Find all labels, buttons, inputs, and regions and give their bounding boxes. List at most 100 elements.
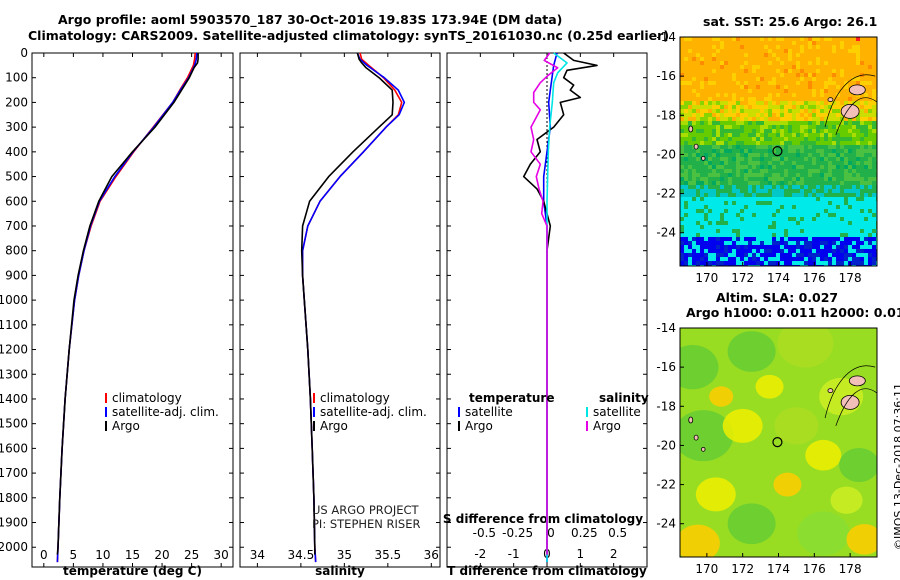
sst-map-cell [704,89,709,94]
sst-map-cell [804,189,809,194]
sst-map-cell [744,65,749,70]
sst-map-cell [784,217,789,222]
sst-map-cell [816,45,821,50]
sst-map-cell [708,161,713,166]
sst-map-cell [820,121,825,126]
sst-map-cell [796,185,801,190]
sst-map-cell [704,209,709,214]
sst-map-cell [828,129,833,134]
sst-map-cell [688,177,693,182]
sst-map-cell [744,201,749,206]
sal-legend-label: climatology [320,391,390,405]
sst-map-cell [700,57,705,62]
sst-map-cell [852,121,857,126]
sst-map-cell [812,133,817,138]
sst-map-cell [800,257,805,262]
sst-map-cell [684,145,689,150]
sst-map-cell [872,61,877,66]
sst-map-cell [816,141,821,146]
sst-map-cell [844,221,849,226]
sst-map-cell [692,261,697,266]
sst-map-cell [828,157,833,162]
sst-map-cell [696,73,701,78]
sst-map-cell [692,257,697,262]
sst-map-cell [848,217,853,222]
sst-map-cell [740,197,745,202]
sst-map-cell [828,133,833,138]
sst-map-cell [816,69,821,74]
sst-map-cell [740,129,745,134]
sst-map-cell [792,89,797,94]
sst-map-cell [728,173,733,178]
sst-map-xtick-label: 178 [839,271,862,285]
sst-map-cell [840,217,845,222]
sst-map-cell [820,209,825,214]
sst-map-cell [792,161,797,166]
sst-map-cell [812,145,817,150]
sst-map-cell [756,129,761,134]
sst-map-cell [808,137,813,142]
sst-map-cell [728,229,733,234]
sst-map-cell [684,233,689,238]
sst-map-cell [764,37,769,42]
sst-map-cell [736,105,741,110]
temp-frame [31,52,234,568]
sst-map-cell [872,245,877,250]
sst-map-cell [716,261,721,266]
sst-map-cell [784,149,789,154]
sst-map-cell [752,157,757,162]
sst-map-cell [840,201,845,206]
sst-map-cell [832,97,837,102]
sst-map-cell [824,217,829,222]
sst-map-cell [872,197,877,202]
sst-map-cell [768,117,773,122]
sla-map-anomaly-blob [830,486,863,514]
sst-map-cell [716,97,721,102]
sst-map-cell [852,185,857,190]
sst-map-cell [744,165,749,170]
sst-map-cell [680,257,685,262]
sst-map-cell [788,133,793,138]
sst-map-cell [832,153,837,158]
sst-map-cell [696,197,701,202]
sst-map-cell [788,181,793,186]
sst-map-cell [752,257,757,262]
sst-map-cell [824,69,829,74]
sst-map-cell [720,77,725,82]
sst-map-cell [836,49,841,54]
sst-map-cell [832,125,837,130]
sst-map-cell [680,185,685,190]
sst-map-cell [724,205,729,210]
sst-map-cell [832,229,837,234]
sst-map-cell [696,97,701,102]
sst-map-cell [716,105,721,110]
sst-map-cell [844,201,849,206]
sst-map-cell [788,65,793,70]
sst-map-cell [752,161,757,166]
sst-map-cell [724,137,729,142]
sst-map-cell [700,177,705,182]
sst-map-cell [812,181,817,186]
sst-map-cell [680,169,685,174]
sst-map-cell [708,153,713,158]
sst-map-cell [788,165,793,170]
sal-legend-label: Argo [320,419,348,433]
sst-map-cell [788,73,793,78]
sst-map-cell [744,241,749,246]
sst-map-cell [820,57,825,62]
sst-map-cell [700,197,705,202]
sst-map-cell [860,37,865,42]
sst-map-cell [800,229,805,234]
sst-map-cell [680,201,685,206]
sst-map-cell [860,257,865,262]
sst-map-cell [804,57,809,62]
sst-map-cell [692,117,697,122]
sst-map-cell [856,161,861,166]
sst-map-cell [860,49,865,54]
sst-map-cell [780,257,785,262]
sst-map-cell [692,205,697,210]
temp-legend-label: satellite-adj. clim. [112,405,219,419]
sst-map-cell [712,209,717,214]
sst-map-cell [796,69,801,74]
sst-map-cell [812,157,817,162]
